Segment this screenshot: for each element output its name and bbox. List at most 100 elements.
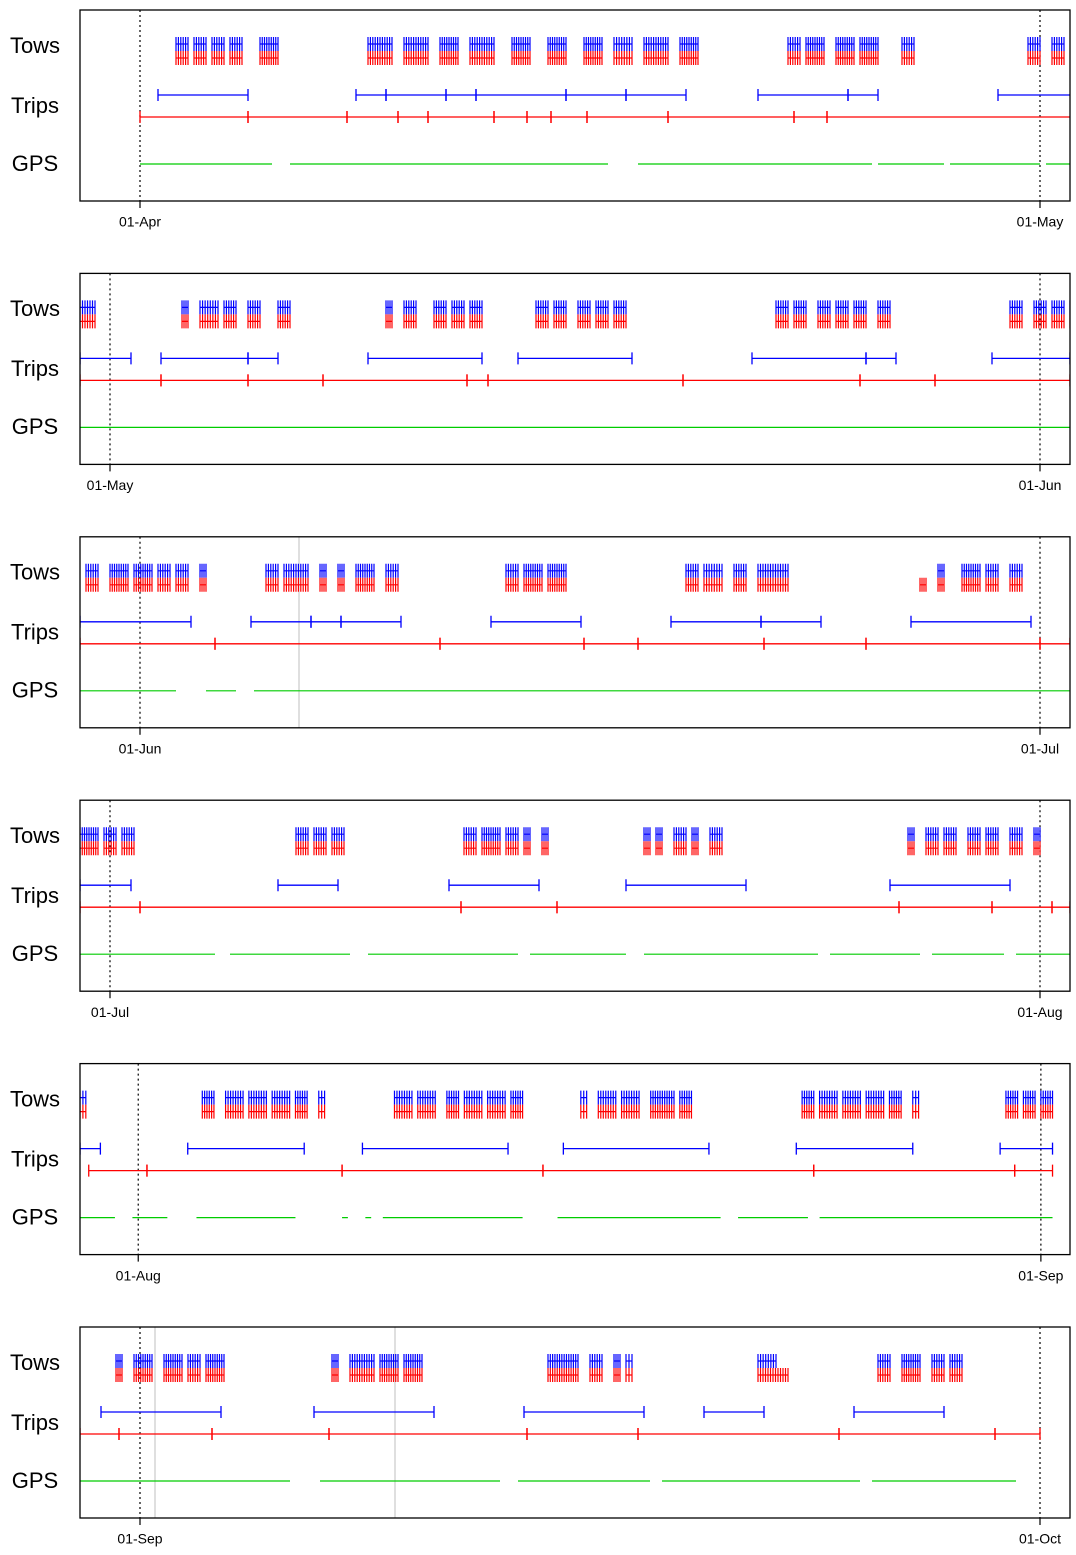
tow-blue xyxy=(463,1090,483,1105)
trip-blue xyxy=(853,1406,945,1418)
tow-blue xyxy=(248,1090,267,1105)
tow-red xyxy=(907,841,915,856)
tow-red xyxy=(775,314,789,329)
trip-red xyxy=(934,374,1070,387)
tow-red xyxy=(691,841,699,856)
tow-blue xyxy=(417,1090,436,1105)
tow-blue xyxy=(613,37,633,51)
tow-blue xyxy=(313,827,327,842)
tow-blue xyxy=(259,37,279,51)
x-tick-label: 01-Aug xyxy=(1017,1004,1062,1020)
tow-red xyxy=(265,577,279,592)
tow-blue xyxy=(583,37,603,51)
tow-blue xyxy=(247,300,261,315)
tow-red xyxy=(842,1104,861,1119)
tow-blue xyxy=(181,300,189,315)
tow-blue xyxy=(469,37,495,51)
trip-blue xyxy=(565,89,627,101)
trip-red xyxy=(466,374,489,387)
tow-blue xyxy=(211,37,225,51)
tow-blue xyxy=(1069,300,1070,315)
tow-blue xyxy=(842,1090,861,1105)
tow-blue xyxy=(403,1354,423,1368)
trip-red xyxy=(487,374,684,387)
tow-blue xyxy=(912,1090,920,1105)
tow-red xyxy=(1009,577,1023,592)
tow-red xyxy=(1005,1104,1019,1119)
tow-red xyxy=(643,841,651,856)
panel-plot-area xyxy=(80,536,1070,728)
tow-blue xyxy=(133,563,153,578)
tow-blue xyxy=(133,1354,153,1368)
row-label-trips: Trips xyxy=(11,93,59,118)
tow-blue xyxy=(355,563,375,578)
trip-red xyxy=(793,111,828,123)
trip-blue xyxy=(562,1142,710,1155)
trip-blue xyxy=(100,1406,222,1418)
tow-blue xyxy=(1005,1090,1019,1105)
trip-blue xyxy=(160,352,249,365)
tow-blue xyxy=(859,37,879,51)
tow-red xyxy=(625,1368,633,1382)
row-label-tows: Tows xyxy=(10,560,60,585)
panel-frame xyxy=(79,272,1071,466)
panel-3: Tows Trips GPS 01-Jun 01-Jul xyxy=(10,536,1071,757)
tow-red xyxy=(985,841,999,856)
trip-red xyxy=(146,1164,343,1177)
trip-blue xyxy=(703,1406,765,1418)
tow-blue xyxy=(1009,300,1023,315)
trip-blue xyxy=(340,615,402,628)
panel-plot-area xyxy=(80,800,1070,992)
tow-blue xyxy=(223,300,237,315)
trip-blue xyxy=(80,352,132,365)
tow-blue xyxy=(121,827,135,842)
trip-red xyxy=(322,374,468,387)
tow-red xyxy=(961,577,981,592)
tow-blue xyxy=(481,827,501,842)
tow-blue xyxy=(817,300,831,315)
tow-blue xyxy=(793,300,807,315)
tow-blue xyxy=(510,1090,524,1105)
tow-blue xyxy=(931,1354,945,1368)
tow-red xyxy=(463,1104,483,1119)
tow-red xyxy=(613,1368,621,1382)
tow-blue xyxy=(901,37,915,51)
tow-blue xyxy=(703,563,723,578)
tow-red xyxy=(223,314,237,329)
trip-red xyxy=(763,637,867,650)
tow-red xyxy=(121,841,135,856)
trip-red xyxy=(542,1164,815,1177)
trip-red xyxy=(427,111,495,123)
row-label-gps: GPS xyxy=(12,151,58,176)
tow-blue xyxy=(547,563,567,578)
tow-blue xyxy=(85,563,99,578)
tow-blue xyxy=(433,300,447,315)
tow-red xyxy=(937,577,945,592)
trip-red xyxy=(493,111,528,123)
trip-red xyxy=(898,901,993,914)
trip-red xyxy=(214,637,441,650)
trip-blue xyxy=(517,352,633,365)
tow-blue xyxy=(985,563,999,578)
tow-blue xyxy=(888,1090,902,1105)
tow-blue xyxy=(523,563,543,578)
tow-blue xyxy=(331,1354,339,1368)
tow-red xyxy=(985,577,999,592)
tow-red xyxy=(679,51,699,65)
tow-red xyxy=(943,841,957,856)
panel-5: Tows Trips GPS 01-Aug 01-Sep xyxy=(10,1062,1071,1283)
tow-blue xyxy=(937,563,945,578)
panel-frame xyxy=(79,799,1071,992)
tow-blue xyxy=(199,563,207,578)
panel-1: Tows Trips GPS 01-Apr 01-May xyxy=(10,9,1071,230)
tow-blue xyxy=(469,300,483,315)
tow-red xyxy=(967,841,981,856)
tow-blue xyxy=(331,827,345,842)
tow-red xyxy=(1051,314,1065,329)
panel-plot-area xyxy=(80,273,1070,465)
tow-red xyxy=(80,841,99,856)
tow-red xyxy=(595,314,609,329)
tow-blue xyxy=(446,1090,460,1105)
trip-blue xyxy=(670,615,762,628)
tow-red xyxy=(511,51,531,65)
